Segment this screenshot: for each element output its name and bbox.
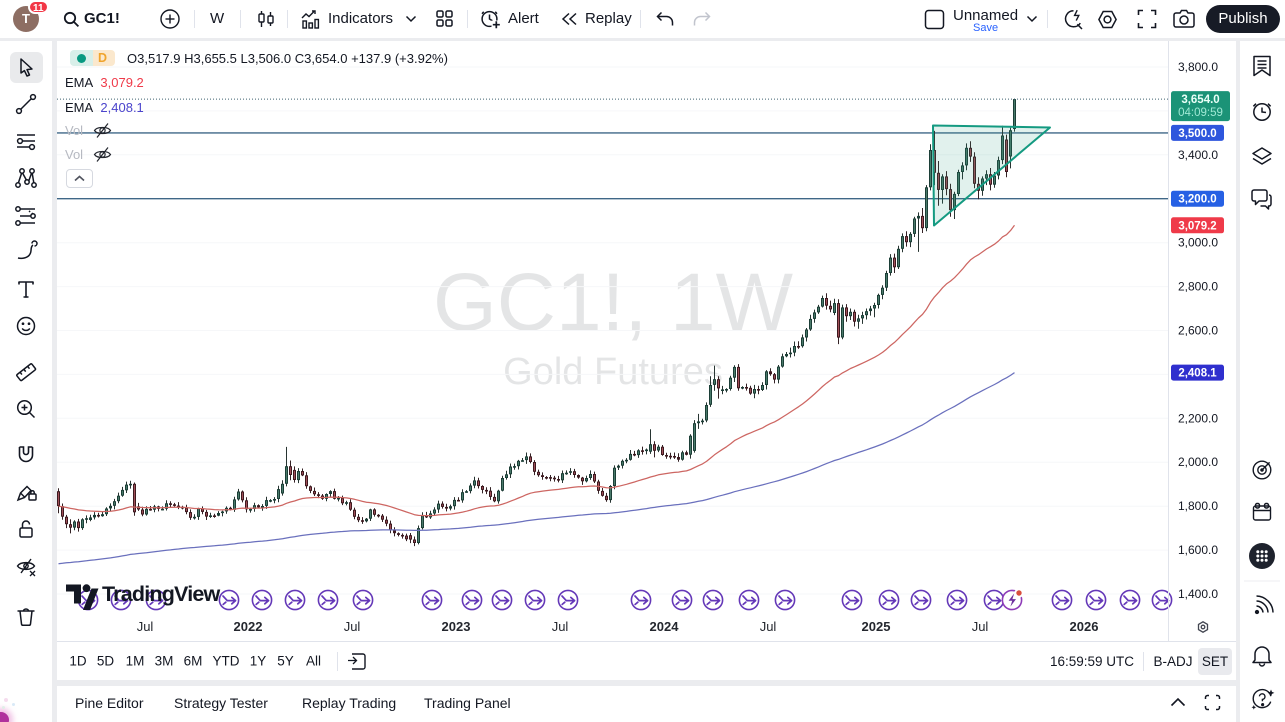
svg-text:Gold Futures: Gold Futures <box>503 351 723 393</box>
svg-text:04:09:59: 04:09:59 <box>1178 107 1223 119</box>
svg-text:16:59:59 UTC: 16:59:59 UTC <box>1050 654 1134 669</box>
svg-text:3,400.0: 3,400.0 <box>1178 148 1218 162</box>
svg-text:TradingView: TradingView <box>102 582 221 606</box>
svg-text:2022: 2022 <box>234 619 263 634</box>
svg-text:1Y: 1Y <box>250 654 267 669</box>
svg-text:3,000.0: 3,000.0 <box>1178 236 1218 250</box>
svg-text:Jul: Jul <box>760 619 777 634</box>
svg-text:1,800.0: 1,800.0 <box>1178 499 1218 513</box>
svg-text:3M: 3M <box>155 654 174 669</box>
svg-text:2,200.0: 2,200.0 <box>1178 411 1218 425</box>
svg-text:2025: 2025 <box>862 619 891 634</box>
svg-text:Jul: Jul <box>344 619 361 634</box>
svg-text:Jul: Jul <box>552 619 569 634</box>
svg-text:YTD: YTD <box>213 654 240 669</box>
svg-text:2,600.0: 2,600.0 <box>1178 324 1218 338</box>
svg-text:2024: 2024 <box>650 619 680 634</box>
svg-text:Jul: Jul <box>972 619 989 634</box>
svg-text:GC1!, 1W: GC1!, 1W <box>433 257 794 348</box>
svg-text:1,600.0: 1,600.0 <box>1178 543 1218 557</box>
svg-text:5D: 5D <box>97 654 115 669</box>
svg-text:SET: SET <box>1202 654 1228 669</box>
svg-text:B-ADJ: B-ADJ <box>1153 654 1192 669</box>
svg-text:6M: 6M <box>184 654 203 669</box>
svg-text:3,200.0: 3,200.0 <box>1178 194 1216 206</box>
svg-text:3,079.2: 3,079.2 <box>1178 220 1216 232</box>
svg-text:2,000.0: 2,000.0 <box>1178 455 1218 469</box>
svg-text:1M: 1M <box>126 654 145 669</box>
svg-text:2026: 2026 <box>1070 619 1099 634</box>
svg-text:3,654.0: 3,654.0 <box>1181 94 1219 106</box>
svg-text:2,408.1: 2,408.1 <box>1178 368 1217 380</box>
svg-text:1D: 1D <box>69 654 87 669</box>
svg-text:1,400.0: 1,400.0 <box>1178 587 1218 601</box>
svg-text:2023: 2023 <box>442 619 471 634</box>
svg-text:3,500.0: 3,500.0 <box>1178 128 1216 140</box>
svg-text:Jul: Jul <box>137 619 154 634</box>
svg-text:2,800.0: 2,800.0 <box>1178 280 1218 294</box>
svg-text:All: All <box>306 654 321 669</box>
svg-text:3,800.0: 3,800.0 <box>1178 60 1218 74</box>
svg-text:5Y: 5Y <box>277 654 294 669</box>
